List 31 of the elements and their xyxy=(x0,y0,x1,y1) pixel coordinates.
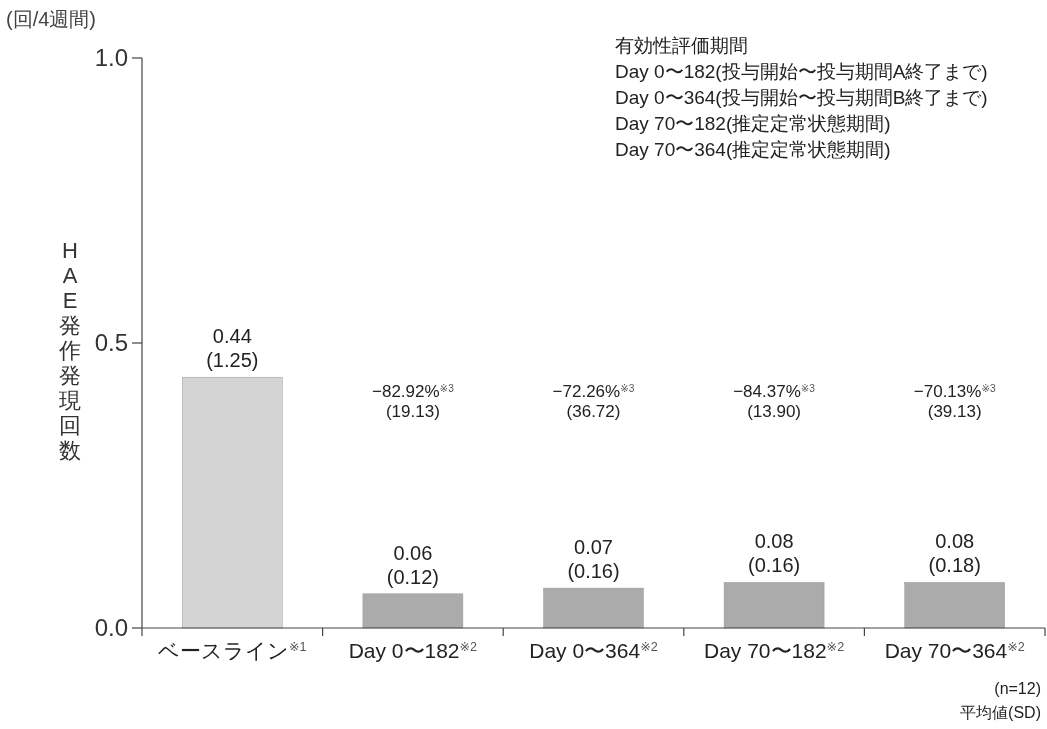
x-tick-label: Day 70〜364$^{※2}$ xyxy=(884,639,1025,662)
bar xyxy=(182,376,283,629)
data-label: 0.07 (0.16) xyxy=(567,536,620,583)
annotation: −82.92%$^{※3}$ (19.13) xyxy=(372,382,455,422)
annotation: −72.26%$^{※3}$ (36.72) xyxy=(552,382,635,422)
text: 有効性評価期間 xyxy=(615,35,748,56)
annotation: −70.13%$^{※3}$ (39.13) xyxy=(913,382,996,422)
text: (n=12) xyxy=(994,680,1041,697)
x-tick-label: Day 0〜182$^{※2}$ xyxy=(348,639,478,662)
data-label: 0.08 (0.16) xyxy=(747,530,801,577)
bar xyxy=(543,587,644,629)
bar xyxy=(904,582,1005,629)
y-tick-label: 0.0 xyxy=(94,614,128,641)
bar xyxy=(723,582,825,629)
data-label: 0.06 (0.12) xyxy=(386,541,440,588)
text: (回/4週間) xyxy=(6,8,96,30)
annotation: −84.37%$^{※3}$ (13.90) xyxy=(733,382,816,422)
annotation: Day 0〜364(投与開始〜投与期間B終了まで) xyxy=(615,87,988,108)
x-tick-label: ベースライン$^{※1}$ xyxy=(158,639,307,662)
data-label: 0.44 (1.25) xyxy=(206,325,259,372)
annotation: Day 0〜182(投与開始〜投与期間A終了まで) xyxy=(615,61,988,82)
annotation: Day 70〜364(推定定常状態期間) xyxy=(615,139,891,160)
y-tick-label: 0.5 xyxy=(94,329,128,356)
annotation: Day 70〜182(推定定常状態期間) xyxy=(615,113,891,134)
bar xyxy=(362,593,464,629)
y-tick-label: 1.0 xyxy=(94,44,128,71)
x-tick-label: Day 0〜364$^{※2}$ xyxy=(529,639,658,662)
data-label: 0.08 (0.18) xyxy=(928,530,981,577)
text: 平均値(SD) xyxy=(960,704,1041,721)
text: HAE発作発現回数 xyxy=(59,238,81,463)
x-tick-label: Day 70〜182$^{※2}$ xyxy=(704,639,845,662)
